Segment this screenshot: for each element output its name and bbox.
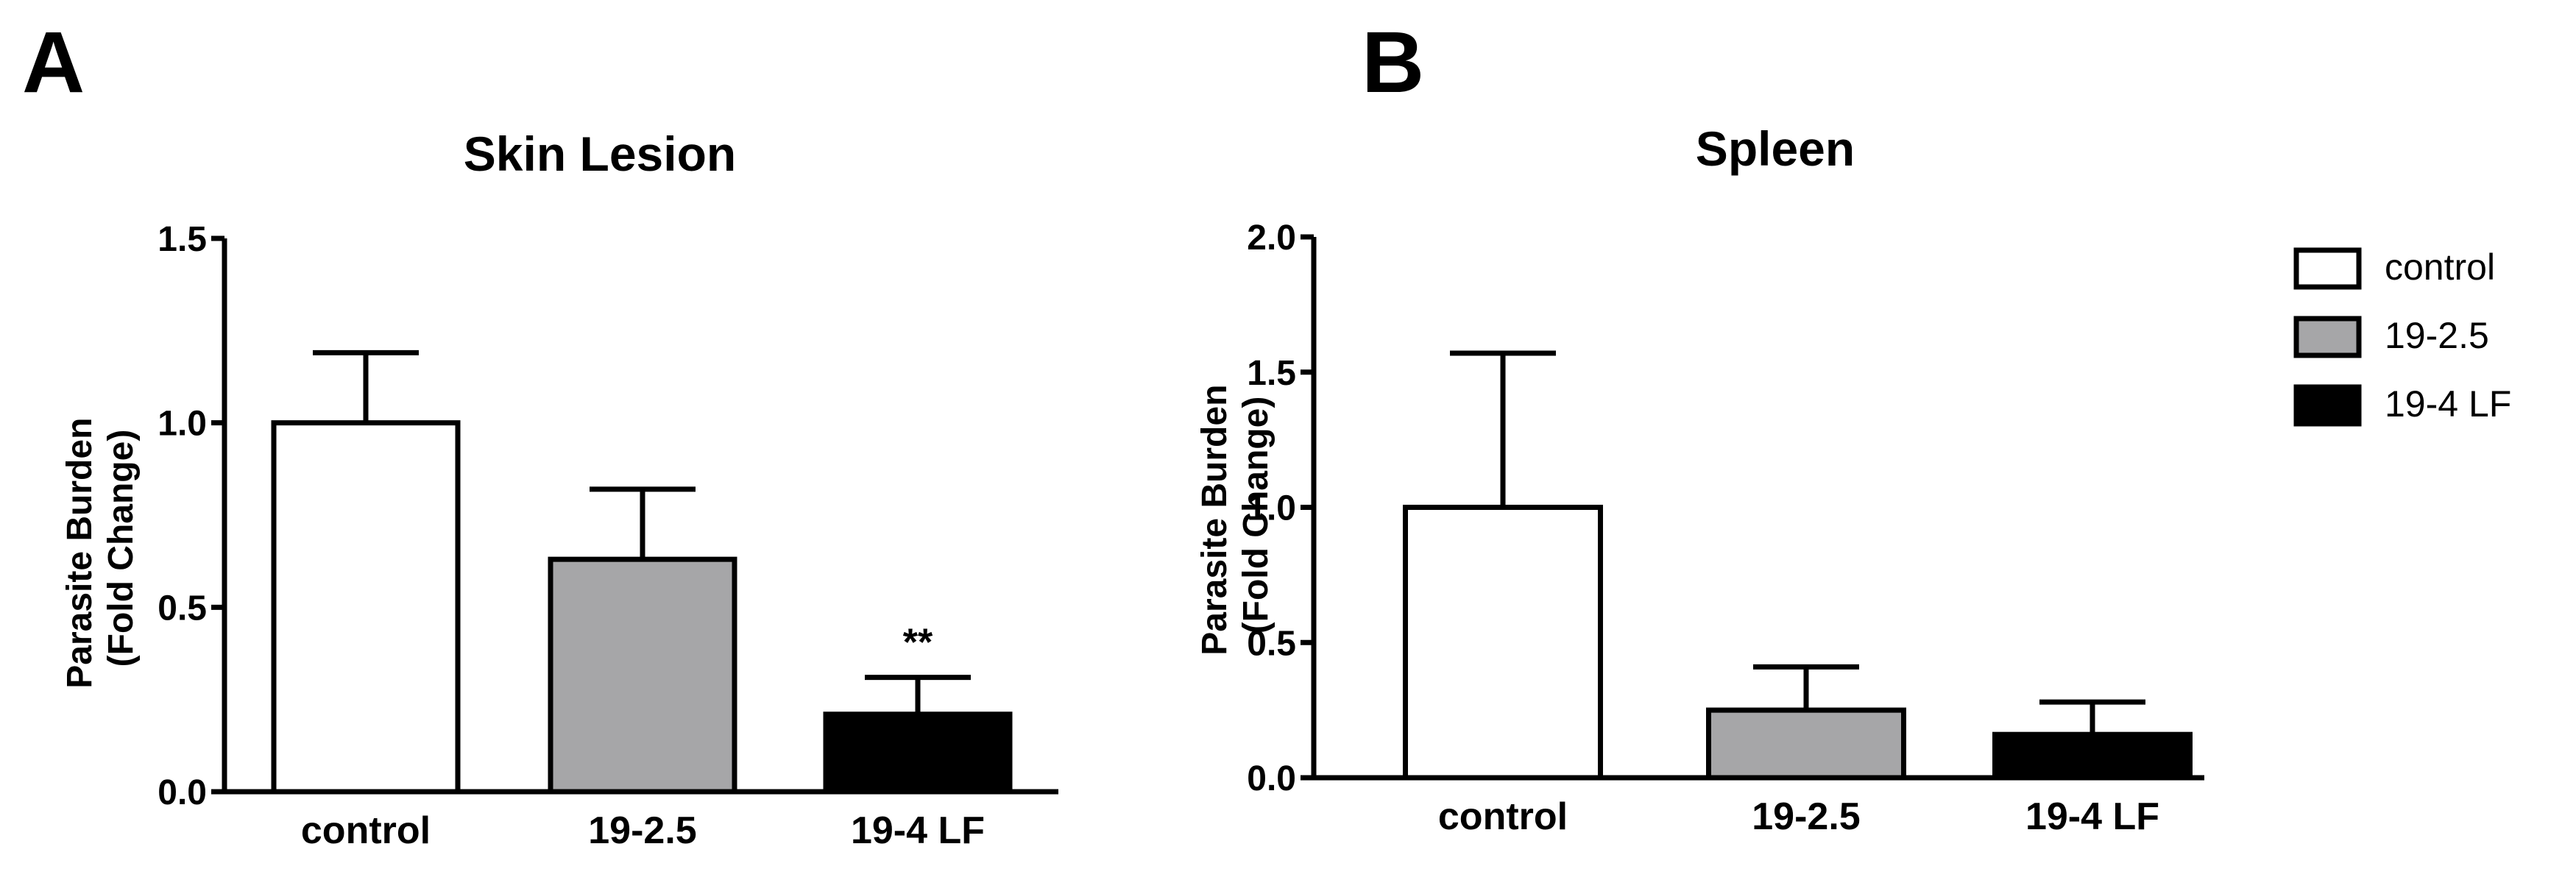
bar-19-2.5 bbox=[1706, 707, 1906, 781]
x-tick-label: 19-4 LF bbox=[851, 809, 985, 852]
y-axis-label-b: Parasite Burden (Fold Change) bbox=[1195, 375, 1275, 655]
bar-control bbox=[271, 420, 461, 795]
chart-title-b: Spleen bbox=[1696, 121, 1855, 176]
marks-b: 0.0 0.5 1.0 1.5 2.0 control 19-2.5 19-4 LF bbox=[1247, 219, 2204, 838]
y-axis-label-a-line1: Parasite Burden bbox=[60, 418, 99, 689]
y-tick-label: 0.0 bbox=[158, 773, 207, 812]
bar-19-4-lf bbox=[823, 712, 1013, 795]
y-tick-label: 0.5 bbox=[158, 589, 207, 628]
panel-letter-a: A bbox=[22, 14, 85, 111]
y-tick-label: 2.0 bbox=[1247, 219, 1296, 258]
panel-letter-b: B bbox=[1362, 14, 1424, 111]
legend-label: 19-4 LF bbox=[2385, 383, 2511, 425]
bar-control bbox=[1403, 505, 1603, 781]
legend-swatch bbox=[2293, 384, 2362, 427]
panel-a-skin-lesion: A Skin Lesion Parasite Burden (Fold Chan… bbox=[22, 14, 1058, 852]
legend-swatch bbox=[2293, 247, 2362, 290]
legend-swatch bbox=[2293, 316, 2362, 358]
y-tick-label: 1.5 bbox=[1247, 354, 1296, 393]
significance-annotation: ** bbox=[903, 622, 933, 664]
marks-a: 0.0 0.5 1.0 1.5 control 19-2.5 19-4 LF ** bbox=[158, 220, 1058, 852]
x-tick-label: control bbox=[1438, 795, 1568, 838]
legend-label: control bbox=[2385, 246, 2495, 288]
y-tick-label: 0.0 bbox=[1247, 759, 1296, 798]
y-tick-label: 1.0 bbox=[1247, 489, 1296, 528]
x-tick-label: control bbox=[301, 809, 431, 852]
y-axis-label-a: Parasite Burden (Fold Change) bbox=[60, 408, 141, 688]
legend-label: 19-2.5 bbox=[2385, 315, 2489, 356]
y-axis-label-b-line2: (Fold Change) bbox=[1236, 397, 1275, 634]
panel-b-spleen: B Spleen Parasite Burden (Fold Change) 0… bbox=[1195, 14, 2204, 838]
bar-19-2.5 bbox=[548, 556, 737, 795]
y-axis-label-a-line2: (Fold Change) bbox=[102, 430, 141, 667]
x-tick-label: 19-2.5 bbox=[588, 809, 696, 852]
y-tick-label: 0.5 bbox=[1247, 624, 1296, 663]
x-tick-label: 19-2.5 bbox=[1752, 795, 1860, 838]
y-tick-label: 1.5 bbox=[158, 220, 207, 259]
bar-19-4-lf bbox=[1992, 731, 2193, 781]
x-tick-label: 19-4 LF bbox=[2025, 795, 2159, 838]
chart-title-a: Skin Lesion bbox=[464, 127, 736, 181]
y-axis-label-b-line1: Parasite Burden bbox=[1195, 385, 1234, 656]
y-tick-label: 1.0 bbox=[158, 405, 207, 444]
legend: control 19-2.5 19-4 LF bbox=[2293, 246, 2511, 427]
